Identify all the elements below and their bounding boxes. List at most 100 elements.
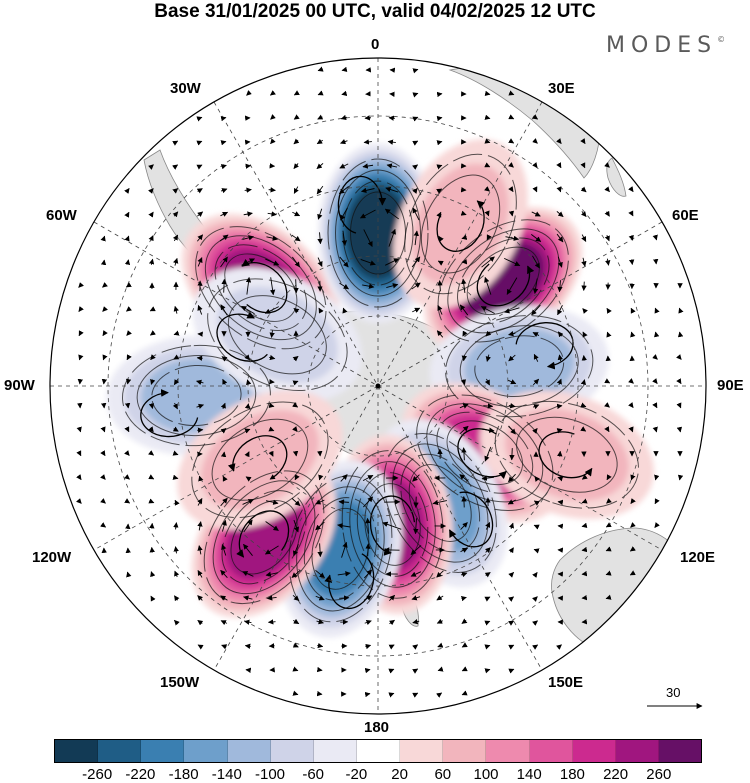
wind-vector	[436, 140, 443, 146]
colorbar-swatch-2	[141, 740, 185, 762]
wind-vector	[533, 524, 540, 530]
wind-vector	[363, 496, 374, 508]
wind-vector	[150, 595, 156, 602]
wind-vector	[124, 426, 130, 433]
wind-vector	[76, 450, 82, 457]
wind-vector	[484, 644, 491, 650]
colorbar-tick-label: 260	[646, 766, 672, 783]
colorbar-tick-label: -20	[345, 766, 368, 783]
wind-vector	[630, 498, 636, 505]
wind-vector	[654, 474, 660, 481]
colorbar-tick-label: 20	[391, 766, 408, 783]
wind-vector	[532, 162, 538, 169]
contour-ring	[221, 490, 307, 585]
colorbar-tick-label: 100	[473, 766, 499, 783]
wind-vector	[485, 547, 491, 553]
wind-vector	[556, 186, 562, 193]
wind-vector	[629, 570, 636, 576]
wind-vector	[78, 330, 84, 337]
wind-vector	[124, 402, 131, 409]
wind-vector	[557, 331, 564, 338]
wind-vector	[292, 690, 299, 696]
wind-vector	[317, 543, 323, 558]
wind-vector	[341, 66, 348, 73]
contour-ring	[457, 237, 550, 325]
wind-vector	[197, 644, 204, 650]
contour-ring	[230, 500, 298, 575]
wind-vector	[270, 138, 276, 145]
wind-vector	[531, 211, 541, 217]
lon-label-0: 0	[371, 36, 380, 53]
wind-vector	[581, 570, 588, 577]
wind-vector	[315, 569, 325, 579]
wind-vector	[388, 228, 396, 247]
wind-vector	[556, 138, 562, 144]
wind-vector	[339, 256, 349, 268]
wind-vector	[292, 666, 299, 672]
wind-vector	[243, 595, 253, 601]
wind-vector	[241, 258, 255, 266]
contour-ring	[151, 364, 242, 427]
brand-name: MODES	[606, 33, 718, 58]
wind-vector	[604, 402, 610, 408]
wind-vector	[410, 571, 422, 577]
wind-vector	[148, 426, 154, 433]
wind-vector	[293, 279, 299, 294]
wind-vector	[172, 450, 179, 456]
wind-vector	[557, 354, 563, 362]
wind-vector	[317, 642, 324, 649]
wind-vector	[317, 90, 324, 96]
circulation-arrow	[227, 435, 288, 479]
contour-ring	[121, 344, 271, 447]
contour-ring	[474, 335, 565, 398]
wind-vector	[172, 188, 179, 194]
wind-vector	[196, 188, 203, 194]
wind-vector	[126, 354, 132, 361]
wind-vector	[606, 474, 612, 481]
wind-vector	[243, 211, 253, 217]
wind-vector	[532, 620, 538, 626]
wind-vector	[581, 355, 587, 361]
anomaly-band	[464, 328, 575, 404]
wind-vector	[412, 307, 421, 313]
wind-vector	[508, 162, 514, 168]
wind-vector	[628, 259, 635, 266]
wind-vector	[317, 257, 323, 267]
wind-vector	[337, 523, 351, 529]
colorbar-swatch-11	[529, 740, 573, 762]
wind-vector	[508, 379, 517, 385]
wind-vector	[484, 276, 492, 295]
wind-vector	[628, 234, 634, 241]
wind-vector	[220, 188, 228, 194]
wind-vector	[413, 230, 419, 246]
wind-vector	[361, 187, 375, 194]
wind-vector	[461, 447, 467, 461]
wind-vector	[196, 116, 203, 122]
wind-vector	[124, 187, 130, 194]
wind-vector	[342, 307, 348, 314]
wind-vector	[508, 596, 515, 602]
wind-vector	[172, 402, 178, 410]
wind-vector	[437, 666, 444, 672]
wind-vector	[150, 378, 156, 385]
wind-vector	[315, 499, 325, 505]
wind-vector	[270, 114, 276, 120]
wind-vector	[264, 545, 279, 555]
wind-vector	[677, 474, 684, 481]
wind-vector	[508, 354, 516, 362]
wind-vector	[362, 283, 375, 289]
wind-vector	[173, 257, 179, 266]
wind-vector	[388, 668, 395, 674]
wind-vector	[317, 232, 323, 245]
wind-vector	[432, 499, 447, 506]
map-title: Base 31/01/2025 00 UTC, valid 04/02/2025…	[154, 1, 596, 22]
wind-vector	[485, 521, 491, 530]
wind-vector	[340, 139, 348, 145]
wind-vector	[292, 211, 301, 217]
wind-vector	[292, 426, 298, 432]
colorbar-tick-label: -220	[125, 766, 156, 783]
wind-vector	[292, 380, 299, 386]
wind-vector	[292, 256, 300, 268]
wind-vector	[436, 115, 443, 122]
wind-vector	[508, 522, 515, 530]
